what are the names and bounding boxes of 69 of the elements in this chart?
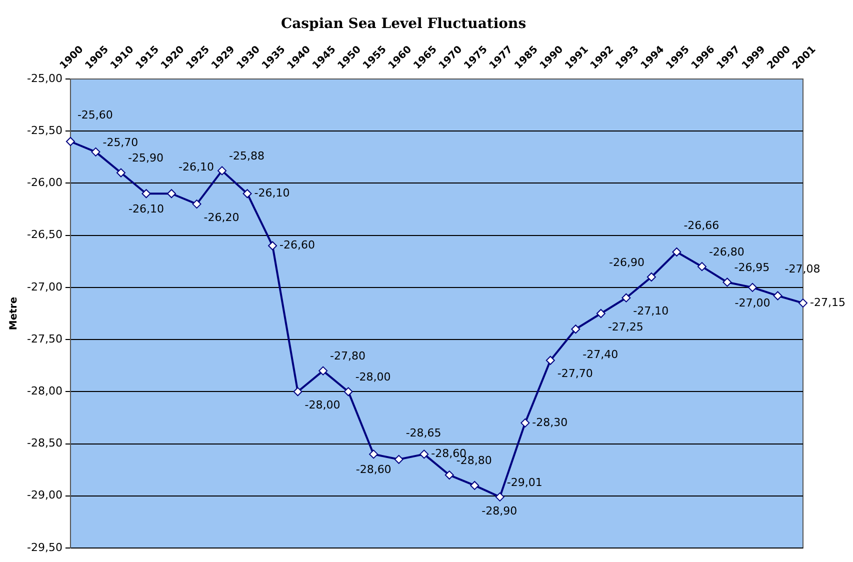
data-label: -28,30 xyxy=(532,416,568,429)
data-label: -25,88 xyxy=(229,150,264,163)
data-label: -26,10 xyxy=(254,186,290,200)
data-label: -25,60 xyxy=(77,108,113,122)
point xyxy=(268,241,278,250)
point xyxy=(420,450,429,459)
data-label: -25,70 xyxy=(102,136,138,149)
data-label: -29,01 xyxy=(506,476,542,489)
point xyxy=(722,278,732,287)
data-label: -27,80 xyxy=(330,350,366,363)
data-label: -26,90 xyxy=(608,256,644,269)
data-label: -27,70 xyxy=(557,367,593,380)
point xyxy=(369,450,378,459)
data-label: -28,90 xyxy=(482,504,518,518)
point xyxy=(571,324,580,334)
y-tick-label: -25,00 xyxy=(26,72,62,85)
y-tick-label: -26,00 xyxy=(26,176,62,190)
point xyxy=(646,272,656,282)
point xyxy=(66,137,75,146)
data-label: -26,10 xyxy=(178,160,214,174)
y-tick-label: -27,50 xyxy=(26,332,62,346)
data-label: -26,66 xyxy=(684,218,720,232)
point xyxy=(192,200,202,209)
point xyxy=(546,356,555,365)
point xyxy=(520,418,530,428)
point xyxy=(142,189,151,198)
y-tick-label: -28,00 xyxy=(26,384,62,398)
point xyxy=(344,387,353,396)
point xyxy=(697,262,706,272)
y-tick-label: -27,00 xyxy=(26,280,62,294)
point xyxy=(167,189,176,198)
y-tick-label: -28,50 xyxy=(26,436,62,450)
data-label: -26,10 xyxy=(128,202,164,216)
point xyxy=(116,168,126,178)
point xyxy=(748,282,757,292)
data-label: -27,25 xyxy=(608,320,644,334)
point xyxy=(470,480,480,490)
y-tick-label: -25,50 xyxy=(26,124,62,137)
point xyxy=(495,492,504,502)
y-tick-label: -26,50 xyxy=(26,228,62,242)
data-label: -28,00 xyxy=(355,370,391,384)
data-label: -26,80 xyxy=(708,245,744,258)
data-label: -28,65 xyxy=(406,426,442,440)
y-tick-label: -29,00 xyxy=(26,488,62,502)
data-label: -26,60 xyxy=(280,238,316,252)
point xyxy=(242,189,252,198)
point xyxy=(596,308,606,318)
point xyxy=(91,147,100,156)
point xyxy=(394,454,404,464)
y-tick-label: -29,50 xyxy=(26,540,62,554)
data-label: -27,40 xyxy=(582,348,618,361)
y-axis-title: Metre xyxy=(8,296,20,330)
data-label: -27,00 xyxy=(734,296,770,310)
point xyxy=(293,387,302,396)
data-label: -28,60 xyxy=(356,463,392,476)
point xyxy=(318,366,328,376)
point xyxy=(773,291,782,300)
point xyxy=(672,247,682,256)
data-label: -27,10 xyxy=(633,304,669,318)
data-label: -28,00 xyxy=(304,398,340,412)
chart-title: Caspian Sea Level Fluctuations xyxy=(280,16,526,32)
point xyxy=(444,470,454,480)
data-label: -26,20 xyxy=(204,210,240,224)
data-label: -25,90 xyxy=(128,152,164,165)
point xyxy=(622,293,631,302)
data-label: -26,95 xyxy=(734,261,770,274)
point xyxy=(218,166,227,176)
data-label: -27,15 xyxy=(810,296,846,309)
point xyxy=(798,298,808,308)
